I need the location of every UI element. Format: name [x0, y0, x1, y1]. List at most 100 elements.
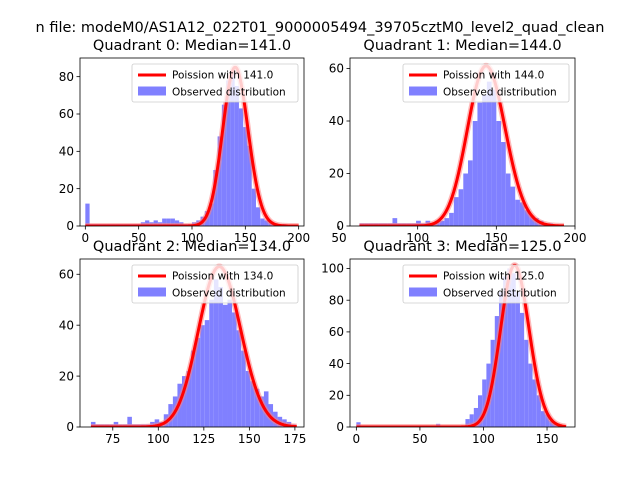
histogram-bar — [524, 339, 529, 427]
axes-frame — [349, 258, 576, 428]
histogram-bar — [505, 173, 511, 226]
histogram-bar — [195, 337, 201, 427]
legend-label-poisson: Poission with 134.0 — [172, 271, 273, 283]
legend-bar-swatch — [409, 287, 437, 297]
histogram-bar — [85, 203, 90, 226]
poisson-curve — [359, 64, 565, 226]
legend-label-poisson: Poission with 144.0 — [443, 70, 544, 82]
y-tick-label: 20 — [59, 369, 74, 383]
legend: Poission with 141.0 Observed distribution — [131, 63, 299, 103]
histogram-bar — [444, 218, 450, 226]
histogram-bar — [482, 94, 487, 226]
histogram-bar — [247, 145, 252, 226]
histogram-bar — [439, 220, 445, 226]
legend-bar-swatch — [138, 86, 166, 96]
legend: Poission with 125.0 Observed distribution — [402, 264, 570, 304]
y-tick-label: 0 — [336, 420, 344, 434]
chart-title: Quadrant 3: Median=125.0 — [363, 239, 561, 255]
histogram-bar — [511, 273, 516, 427]
histogram-bar — [519, 312, 525, 427]
histogram-bar — [250, 381, 255, 427]
histogram-bar — [209, 299, 214, 427]
histogram-bar — [264, 220, 269, 226]
histogram-bar — [468, 160, 473, 226]
histogram-bar — [230, 71, 235, 226]
y-tick-label: 80 — [329, 293, 344, 307]
histogram-bar — [226, 80, 231, 226]
histogram-bar — [515, 199, 520, 226]
x-tick-label: 125 — [192, 432, 215, 446]
histogram-bar — [529, 215, 535, 226]
y-tick-label: 40 — [329, 357, 344, 371]
y-tick-label: 40 — [59, 318, 74, 332]
quadrant-1-chart: Quadrant 1: Median=144.0 50 100 150 200 0 20 40… — [329, 38, 587, 245]
histogram-bar — [501, 142, 506, 226]
histogram-bar — [170, 218, 175, 226]
histogram-bar — [254, 388, 260, 427]
histogram-bar — [536, 395, 541, 427]
axes-frame — [349, 57, 576, 227]
histogram-bar — [217, 136, 222, 226]
histogram-bar — [243, 127, 248, 226]
histogram-bar — [478, 395, 483, 427]
quadrant-3-chart: Quadrant 3: Median=125.0 0 50 100 150 0 20 40 60… — [321, 239, 576, 446]
x-tick-label: 100 — [147, 432, 170, 446]
histogram-bar — [238, 108, 244, 226]
histogram-bar — [519, 202, 525, 226]
legend-label-observed: Observed distribution — [172, 87, 286, 99]
plot-area — [358, 62, 566, 226]
x-tick-label: 200 — [564, 231, 587, 245]
histogram-bar — [256, 207, 261, 226]
y-tick-label: 80 — [59, 70, 74, 84]
histogram-bar — [540, 411, 546, 427]
chart-title: Quadrant 2: Median=134.0 — [93, 239, 291, 255]
y-tick-label: 0 — [66, 420, 74, 434]
plot-area — [89, 263, 298, 427]
x-tick-label: 100 — [406, 231, 429, 245]
legend-box — [131, 63, 299, 103]
histogram-bar — [191, 350, 196, 427]
poisson-curve — [90, 265, 297, 427]
y-tick-label: 60 — [59, 267, 74, 281]
x-tick-label: 200 — [287, 231, 310, 245]
x-tick-label: 0 — [353, 432, 361, 446]
histogram-bar — [528, 363, 533, 427]
y-tick-label: 0 — [336, 219, 344, 233]
x-tick-label: 75 — [105, 432, 120, 446]
histogram-bar — [486, 81, 492, 226]
figure-suptitle: n file: modeM0/AS1A12_022T01_9000005494_… — [36, 20, 605, 36]
x-tick-label: 100 — [472, 432, 495, 446]
x-tick-label: 150 — [238, 432, 261, 446]
histogram-bar — [453, 197, 459, 226]
chart-title: Quadrant 0: Median=141.0 — [93, 38, 291, 54]
legend: Poission with 144.0 Observed distribution — [402, 63, 570, 103]
histogram-bar — [213, 279, 219, 427]
quadrant-2-chart: Quadrant 2: Median=134.0 75 100 125 150 175 0 2… — [59, 239, 307, 446]
histogram-bar — [162, 218, 167, 226]
y-tick-label: 40 — [329, 114, 344, 128]
histogram-bar — [473, 407, 479, 427]
legend-box — [402, 63, 570, 103]
histogram-bar — [458, 189, 464, 226]
y-tick-label: 100 — [321, 262, 344, 276]
y-tick-label: 20 — [59, 182, 74, 196]
legend-box — [402, 264, 570, 304]
legend-label-observed: Observed distribution — [172, 288, 286, 300]
x-tick-label: 150 — [536, 432, 559, 446]
histogram-bar — [498, 292, 504, 427]
legend-label-poisson: Poission with 141.0 — [172, 70, 273, 82]
histogram-bar — [166, 218, 171, 226]
histogram-bar — [477, 102, 483, 226]
histogram-bar — [200, 325, 205, 427]
legend: Poission with 134.0 Observed distribution — [131, 264, 299, 304]
y-tick-label: 60 — [329, 325, 344, 339]
histogram-bar — [482, 379, 487, 427]
x-tick-label: 100 — [181, 231, 204, 245]
histogram-bar — [392, 218, 398, 226]
histogram-bar — [221, 104, 227, 226]
x-tick-label: 50 — [412, 432, 427, 446]
histogram-bar — [510, 186, 516, 226]
histogram-bar — [222, 304, 228, 427]
axes-frame — [79, 258, 305, 428]
